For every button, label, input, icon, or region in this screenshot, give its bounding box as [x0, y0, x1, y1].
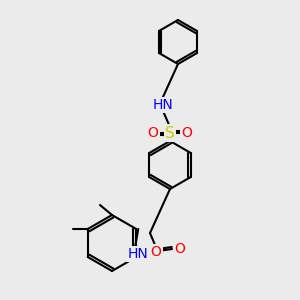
- Text: O: O: [175, 242, 185, 256]
- Text: O: O: [182, 126, 192, 140]
- Text: HN: HN: [128, 247, 148, 261]
- Text: HN: HN: [153, 98, 173, 112]
- Text: S: S: [165, 125, 175, 140]
- Text: O: O: [148, 126, 158, 140]
- Text: O: O: [151, 245, 161, 259]
